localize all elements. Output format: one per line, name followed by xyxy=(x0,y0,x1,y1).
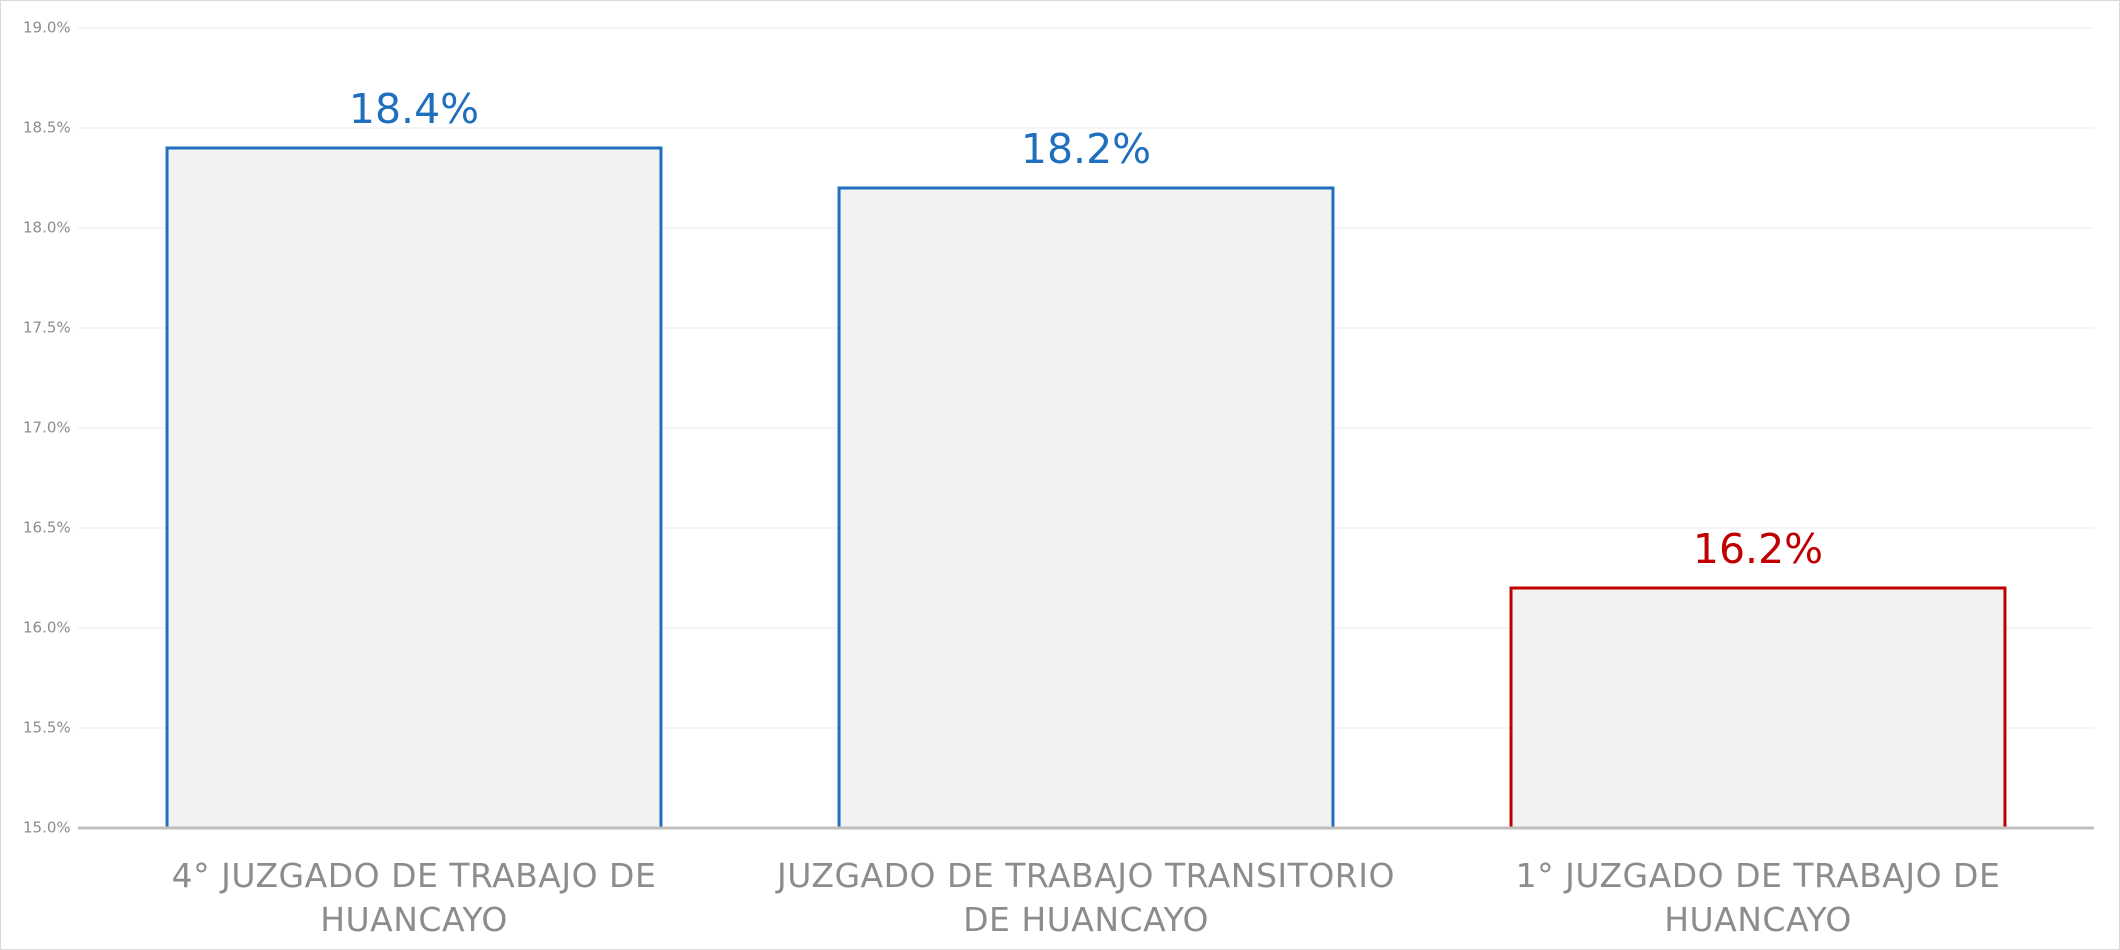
y-tick-label: 15.0% xyxy=(23,819,71,837)
y-tick-label: 16.5% xyxy=(23,519,71,537)
bar xyxy=(1509,586,2007,830)
y-tick-label: 17.0% xyxy=(23,419,71,437)
y-tick-label: 18.5% xyxy=(23,119,71,137)
y-tick-label: 18.0% xyxy=(23,219,71,237)
y-tick-label: 15.5% xyxy=(23,719,71,737)
bar xyxy=(837,186,1335,830)
bar xyxy=(165,146,663,830)
y-tick-label: 16.0% xyxy=(23,619,71,637)
y-tick-label: 17.5% xyxy=(23,319,71,337)
data-label: 16.2% xyxy=(1693,525,1823,573)
x-tick-label: 4° JUZGADO DE TRABAJO DE HUANCAYO xyxy=(171,856,657,939)
x-tick-label: 1° JUZGADO DE TRABAJO DE HUANCAYO xyxy=(1515,856,2001,939)
y-tick-label: 19.0% xyxy=(23,19,71,37)
data-label: 18.4% xyxy=(349,85,479,133)
data-label: 18.2% xyxy=(1021,125,1151,173)
x-tick-label: JUZGADO DE TRABAJO TRANSITORIO DE HUANCA… xyxy=(777,856,1395,939)
